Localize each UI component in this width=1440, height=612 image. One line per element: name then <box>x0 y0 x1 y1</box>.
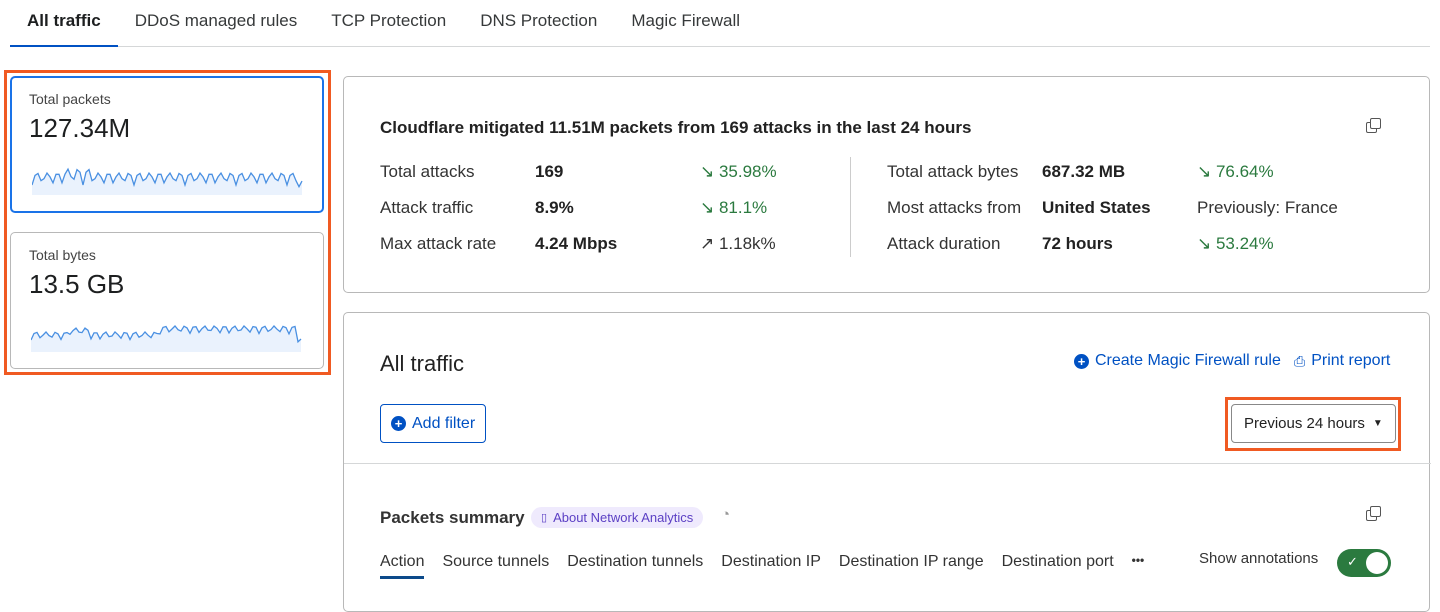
caret-down-icon: ▼ <box>1372 418 1383 429</box>
stat-change: ↘ 53.24% <box>1197 234 1274 253</box>
tab-ddos-managed-rules[interactable]: DDoS managed rules <box>134 11 298 30</box>
metric-card-total-bytes[interactable]: Total bytes 13.5 GB <box>10 232 324 369</box>
book-icon: ▯ <box>541 512 548 524</box>
dimension-tabs: Action Source tunnels Destination tunnel… <box>380 553 1144 579</box>
summary-headline: Cloudflare mitigated 11.51M packets from… <box>380 118 972 137</box>
stat-row: Total attack bytes 687.32 MB ↘ 76.64% <box>887 162 1274 182</box>
sparkline-line <box>32 167 303 189</box>
select-value: Previous 24 hours <box>1244 415 1365 432</box>
stat-label: Most attacks from <box>887 198 1022 217</box>
stat-label: Attack duration <box>887 234 1001 253</box>
stat-value: 8.9% <box>535 198 574 217</box>
check-icon: ✓ <box>1347 554 1358 569</box>
tab-dns-protection[interactable]: DNS Protection <box>480 11 598 30</box>
stat-row: Attack duration 72 hours ↘ 53.24% <box>887 234 1274 254</box>
divider <box>344 463 1431 464</box>
stat-change: ↘ 76.64% <box>1197 162 1274 181</box>
packets-summary-title: Packets summary <box>380 508 525 527</box>
print-report-link[interactable]: ⎙ Print report <box>1294 352 1390 370</box>
copy-icon[interactable] <box>1366 118 1381 133</box>
stat-row: Max attack rate 4.24 Mbps ↗ 1.18k% <box>380 234 776 254</box>
stat-value: 72 hours <box>1042 234 1113 253</box>
subtab-destination-ip-range[interactable]: Destination IP range <box>838 553 984 570</box>
sparkline-line <box>31 325 302 344</box>
more-tabs-button[interactable]: ••• <box>1131 553 1145 567</box>
stat-change: ↘ 81.1% <box>700 198 768 217</box>
button-label: Add filter <box>412 414 476 432</box>
highlight-time-range <box>1225 397 1401 451</box>
stat-label: Total attacks <box>380 162 475 181</box>
all-traffic-card: All traffic + Create Magic Firewall rule … <box>343 312 1431 612</box>
tab-bar: All traffic DDoS managed rules TCP Prote… <box>10 0 1430 47</box>
about-network-analytics-link[interactable]: ▯ About Network Analytics <box>531 507 704 528</box>
time-range-select[interactable]: Previous 24 hours ▼ <box>1231 404 1396 443</box>
printer-icon: ⎙ <box>1294 352 1306 369</box>
link-label: Create Magic Firewall rule <box>1095 352 1281 369</box>
attack-summary-card: Cloudflare mitigated 11.51M packets from… <box>343 76 1430 293</box>
divider <box>850 157 851 257</box>
link-label: About Network Analytics <box>553 510 694 525</box>
stat-value: 4.24 Mbps <box>535 234 618 253</box>
show-annotations-label: Show annotations <box>1199 550 1319 567</box>
add-filter-button[interactable]: + Add filter <box>380 404 487 443</box>
subtab-destination-ip[interactable]: Destination IP <box>721 553 821 570</box>
plus-circle-icon: + <box>391 416 406 431</box>
stat-label: Total attack bytes <box>887 162 1019 181</box>
tab-tcp-protection[interactable]: TCP Protection <box>331 11 447 30</box>
tab-all-traffic[interactable]: All traffic <box>10 0 118 47</box>
metric-value: 13.5 GB <box>29 269 125 299</box>
highlight-metrics <box>4 70 331 375</box>
stat-value: United States <box>1042 198 1151 217</box>
show-annotations-toggle[interactable]: ✓ <box>1337 549 1391 577</box>
stat-row: Total attacks 169 ↘ 35.98% <box>380 162 777 182</box>
subtab-action[interactable]: Action <box>380 553 425 579</box>
subtab-destination-port[interactable]: Destination port <box>1001 553 1114 570</box>
metric-card-total-packets[interactable]: Total packets 127.34M <box>10 76 324 213</box>
subtab-source-tunnels[interactable]: Source tunnels <box>442 553 550 570</box>
plus-circle-icon: + <box>1074 353 1089 369</box>
stat-row: Most attacks from United States Previously… <box>887 198 1338 218</box>
metric-label: Total packets <box>29 91 111 107</box>
sparkline-area <box>31 326 301 352</box>
stat-row: Attack traffic 8.9% ↘ 81.1% <box>380 198 767 218</box>
section-title: All traffic <box>380 351 464 376</box>
stat-label: Attack traffic <box>380 198 474 217</box>
subtab-destination-tunnels[interactable]: Destination tunnels <box>567 553 704 570</box>
metric-label: Total bytes <box>29 247 96 263</box>
stat-change: Previously: France <box>1197 198 1338 217</box>
stat-label: Max attack rate <box>380 234 497 253</box>
stat-value: 687.32 MB <box>1042 162 1126 181</box>
stat-change: ↘ 35.98% <box>700 162 777 181</box>
stat-change: ↗ 1.18k% <box>700 234 776 253</box>
pie-chart-icon[interactable]: ◔ <box>721 506 731 523</box>
copy-icon[interactable] <box>1366 506 1381 521</box>
metric-value: 127.34M <box>29 113 131 143</box>
sparkline-area <box>32 169 302 195</box>
tab-magic-firewall[interactable]: Magic Firewall <box>631 11 740 30</box>
link-label: Print report <box>1311 352 1391 369</box>
bytes-sparkline <box>31 325 302 352</box>
packets-sparkline <box>32 167 303 195</box>
create-firewall-rule-link[interactable]: + Create Magic Firewall rule <box>1074 352 1281 370</box>
toggle-knob <box>1366 552 1388 574</box>
stat-value: 169 <box>535 162 564 181</box>
